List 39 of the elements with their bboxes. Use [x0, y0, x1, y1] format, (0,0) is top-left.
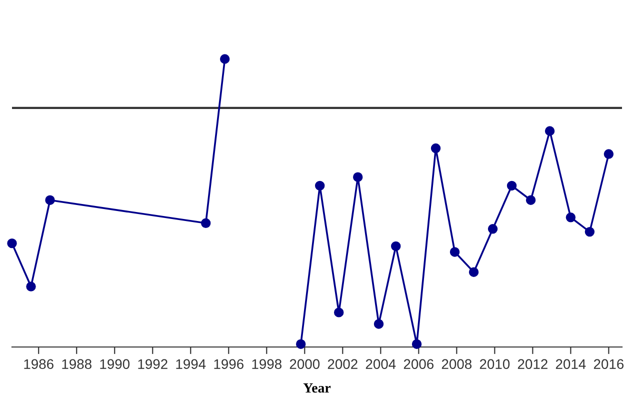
point	[334, 308, 344, 318]
x-tick-label: 2004	[366, 359, 396, 370]
x-tick-label: 2006	[404, 359, 434, 370]
x-tick-label: 1996	[214, 359, 244, 370]
point	[430, 143, 441, 154]
x-tick-label: 1986	[24, 359, 54, 370]
point	[45, 195, 55, 205]
x-tick-label: 1990	[100, 359, 130, 370]
point	[391, 241, 401, 252]
x-tick-label: 1998	[252, 359, 282, 370]
point	[26, 282, 36, 292]
x-tick-label: 2000	[290, 359, 320, 370]
point	[374, 319, 384, 329]
x-tick-label: 2002	[328, 359, 358, 370]
point	[314, 180, 325, 191]
point	[220, 54, 230, 64]
x-tick-label: 2012	[518, 359, 548, 370]
point	[604, 149, 614, 159]
point	[352, 172, 363, 182]
x-tick-label: 2014	[556, 359, 586, 370]
x-tick-label: 1992	[138, 359, 168, 370]
point	[488, 224, 498, 234]
point	[450, 247, 460, 257]
x-tick-label: 1994	[176, 359, 206, 370]
point	[584, 226, 595, 237]
point	[412, 339, 422, 349]
point	[200, 218, 211, 228]
point	[7, 238, 17, 248]
point	[468, 267, 479, 277]
point	[544, 126, 555, 136]
point	[506, 180, 517, 191]
point	[566, 212, 576, 222]
point	[526, 195, 536, 205]
x-axis-title: Year	[303, 383, 331, 393]
point	[296, 339, 306, 349]
x-tick-label: 2008	[442, 359, 472, 370]
x-tick-label: 2016	[594, 359, 624, 370]
x-tick-label: 2010	[480, 359, 510, 370]
x-tick-label: 1988	[62, 359, 92, 370]
